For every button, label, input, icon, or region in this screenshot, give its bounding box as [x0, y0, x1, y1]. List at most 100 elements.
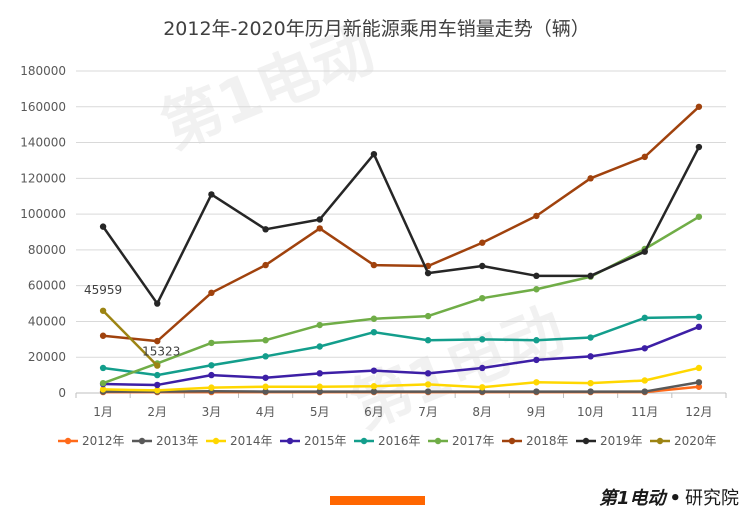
- data-point: [99, 386, 107, 393]
- data-point: [533, 286, 540, 293]
- y-tick-label: 40000: [28, 314, 66, 328]
- legend-marker: [212, 437, 220, 445]
- data-point: [479, 364, 486, 372]
- y-tick-label: 180000: [20, 64, 66, 78]
- x-tick-label: 2月: [147, 405, 167, 419]
- data-point: [424, 370, 432, 377]
- data-label: 45959: [84, 283, 122, 297]
- data-point: [316, 321, 323, 329]
- data-point: [316, 216, 323, 223]
- x-tick-label: 11月: [631, 405, 658, 419]
- legend-marker: [656, 437, 664, 445]
- data-point: [316, 343, 323, 350]
- data-point: [533, 379, 540, 386]
- x-tick-label: 8月: [472, 405, 492, 419]
- data-point: [208, 384, 215, 391]
- y-tick-label: 20000: [28, 350, 66, 364]
- data-point: [479, 294, 486, 302]
- x-tick-label: 6月: [364, 405, 384, 419]
- data-point: [262, 353, 269, 360]
- legend-marker: [138, 437, 146, 445]
- legend-label: 2014年: [230, 434, 273, 448]
- legend-label: 2019年: [600, 434, 643, 448]
- brand-org: 研究院: [685, 488, 739, 509]
- data-point: [641, 153, 648, 161]
- data-point: [370, 328, 378, 336]
- data-point: [208, 191, 215, 198]
- x-tick-label: 12月: [685, 405, 712, 419]
- legend-label: 2013年: [156, 434, 199, 448]
- data-point: [208, 362, 215, 369]
- series-line: [102, 105, 700, 343]
- x-tick-label: 9月: [527, 405, 547, 419]
- x-tick-label: 5月: [310, 405, 330, 419]
- legend-marker: [64, 437, 72, 445]
- data-label: 15323: [142, 345, 180, 359]
- data-point: [99, 379, 107, 387]
- data-point: [424, 381, 432, 388]
- data-point: [154, 387, 161, 394]
- data-point: [262, 374, 269, 381]
- legend-label: 2015年: [304, 434, 347, 448]
- data-point: [533, 272, 540, 280]
- data-point: [154, 381, 161, 389]
- y-tick-label: 60000: [28, 279, 66, 293]
- legend-label: 2020年: [674, 434, 717, 448]
- data-point: [695, 143, 703, 151]
- data-point: [533, 388, 540, 395]
- series-line: [103, 325, 700, 387]
- data-point: [695, 323, 703, 331]
- data-point: [316, 370, 323, 377]
- brand-logo: 第1电动 • 研究院: [599, 484, 739, 510]
- data-point: [587, 272, 594, 280]
- data-point: [641, 377, 648, 384]
- data-point: [99, 307, 107, 314]
- legend: 2012年 2013年 2014年 2015年 2016年 2017年 2018年 2019年…: [58, 434, 717, 448]
- x-tick-label: 7月: [418, 405, 438, 419]
- data-point: [424, 269, 432, 277]
- data-point: [370, 315, 378, 322]
- data-point: [262, 261, 269, 269]
- y-tick-label: 120000: [20, 171, 66, 185]
- y-tick-label: 100000: [20, 207, 66, 221]
- data-point: [99, 332, 107, 339]
- data-point: [262, 383, 269, 390]
- legend-marker: [508, 437, 516, 445]
- legend-marker: [434, 437, 442, 445]
- y-tick-label: 140000: [20, 136, 66, 150]
- data-point: [695, 213, 703, 220]
- data-point: [370, 261, 378, 269]
- data-point: [208, 289, 215, 297]
- data-point: [695, 383, 703, 390]
- legend-marker: [582, 437, 590, 445]
- brand-dot: •: [669, 488, 681, 509]
- data-point: [316, 388, 323, 395]
- data-point: [533, 356, 540, 364]
- data-point: [695, 379, 703, 386]
- data-point: [587, 379, 594, 387]
- data-point: [154, 337, 161, 345]
- data-point: [370, 388, 378, 395]
- data-point: [424, 388, 432, 395]
- series-line: [102, 309, 159, 367]
- x-tick-label: 1月: [93, 405, 113, 419]
- legend-marker: [286, 437, 294, 445]
- data-point: [370, 150, 378, 158]
- data-point: [587, 334, 594, 341]
- data-point: [424, 337, 432, 344]
- data-point: [587, 175, 594, 182]
- data-point: [641, 248, 648, 255]
- data-point: [479, 262, 486, 270]
- axes: 0 20000 40000 60000 80000 100000 120000 140000 1…: [20, 64, 727, 419]
- data-point: [641, 388, 648, 395]
- data-point: [262, 226, 269, 233]
- y-tick-label: 80000: [28, 243, 66, 257]
- data-point: [424, 312, 432, 320]
- data-point: [208, 371, 215, 379]
- data-labels: 45959 15323: [84, 283, 180, 359]
- data-point: [533, 212, 540, 220]
- data-point: [208, 339, 215, 347]
- series-lines: [99, 103, 703, 396]
- chart-title: 2012年-2020年历月新能源乘用车销量走势（辆）: [163, 18, 590, 40]
